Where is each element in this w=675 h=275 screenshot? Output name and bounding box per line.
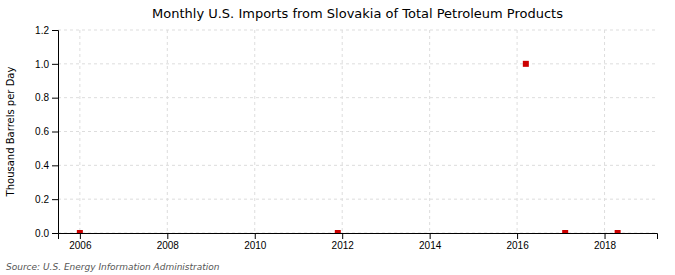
tick: 2012 <box>332 233 355 251</box>
tick: 0.8 <box>35 92 58 103</box>
tick: 2018 <box>594 233 617 251</box>
grid-line <box>429 30 430 233</box>
grid-line <box>58 165 657 166</box>
tick: 1.2 <box>35 25 58 36</box>
tick-mark <box>52 132 58 133</box>
tick-label: 2010 <box>244 240 267 251</box>
grid-line <box>58 199 657 200</box>
tick-label: 1.2 <box>35 25 49 36</box>
grid <box>58 30 657 233</box>
tick: 0.6 <box>35 126 58 137</box>
grid-line <box>604 30 605 233</box>
tick-mark <box>430 233 431 239</box>
grid-line <box>79 30 80 233</box>
tick-mark <box>52 64 58 65</box>
chart: 2006 2008 2010 2012 2014 2016 2018 0.0 0.2 0.4 0.6… <box>0 0 675 275</box>
tick-label: 0.4 <box>35 160 49 171</box>
tick-label: 1.0 <box>35 59 49 70</box>
tick-label: 2006 <box>69 240 92 251</box>
tick-label: 2012 <box>332 240 355 251</box>
plot: 2006 2008 2010 2012 2014 2016 2018 0.0 0.2 0.4 0.6… <box>35 25 657 251</box>
tick-mark <box>52 233 58 234</box>
grid-line <box>58 131 657 132</box>
tick-label: 2008 <box>157 240 180 251</box>
title: Monthly U.S. Imports from Slovakia of To… <box>152 6 563 21</box>
tick-label: 2016 <box>506 240 529 251</box>
point <box>615 230 621 233</box>
tick-label: 0.8 <box>35 92 49 103</box>
tick: 1.0 <box>35 59 58 70</box>
tick: 0.2 <box>35 194 58 205</box>
tick-label: 0.2 <box>35 194 49 205</box>
grid-line <box>58 97 657 98</box>
grid-line <box>517 30 518 233</box>
tick-mark <box>52 165 58 166</box>
tick-mark <box>80 233 81 239</box>
tick: 2006 <box>69 233 92 251</box>
tick-mark <box>167 233 168 239</box>
grid-line <box>342 30 343 233</box>
x-axis: 2006 2008 2010 2012 2014 2016 2018 <box>59 233 658 251</box>
grid-line <box>58 30 657 31</box>
grid-line <box>58 63 657 64</box>
tick-mark <box>52 98 58 99</box>
tick-label: 2018 <box>594 240 617 251</box>
axis-line <box>59 234 658 240</box>
tick-label: 2014 <box>419 240 442 251</box>
tick: 2010 <box>244 233 267 251</box>
tick-mark <box>605 233 606 239</box>
tick-mark <box>52 30 58 31</box>
tick-mark <box>517 233 518 239</box>
y-axis-title: Thousand Barrels per Day <box>5 67 16 198</box>
tick-mark <box>342 233 343 239</box>
points <box>77 61 621 233</box>
grid-line <box>254 30 255 233</box>
tick-mark <box>255 233 256 239</box>
tick: 2008 <box>157 233 180 251</box>
tick: 0.4 <box>35 160 58 171</box>
point <box>562 230 568 233</box>
tick-mark <box>52 199 58 200</box>
point <box>77 230 83 233</box>
axis-line <box>52 31 59 234</box>
y-axis: 0.0 0.2 0.4 0.6 0.8 1.0 1.2 <box>35 25 58 239</box>
grid-line <box>167 30 168 233</box>
tick: 2014 <box>419 233 442 251</box>
tick-label: 0.6 <box>35 126 49 137</box>
tick: 2016 <box>506 233 529 251</box>
point <box>335 230 341 233</box>
point <box>523 61 529 67</box>
tick: 0.0 <box>35 228 58 239</box>
tick-label: 0.0 <box>35 228 49 239</box>
annotation: Source: U.S. Energy Information Administ… <box>6 262 220 272</box>
